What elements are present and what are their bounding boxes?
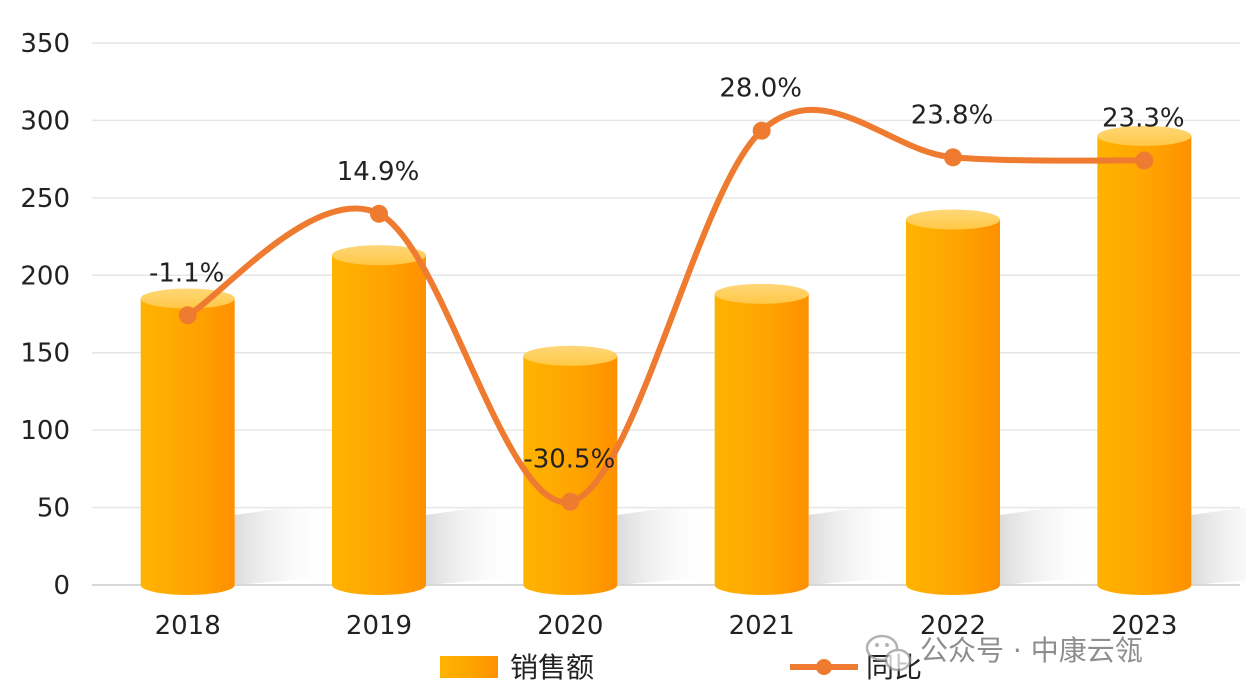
bar-cap — [332, 245, 426, 266]
y-axis: 0 50 100 150 200 250 300 350 — [20, 29, 70, 601]
bar-cap — [1097, 125, 1192, 146]
bar-shadow — [617, 503, 713, 585]
x-tick-label: 2018 — [155, 611, 221, 641]
bar — [140, 298, 235, 595]
yoy-marker — [370, 204, 388, 223]
data-label: 28.0% — [719, 74, 802, 104]
data-labels: -1.1% 14.9% -30.5% 28.0% 23.8% 23.3% — [149, 74, 1185, 475]
bar — [332, 255, 426, 595]
bar-shadow — [426, 503, 521, 585]
y-tick-label: 150 — [20, 339, 70, 369]
grid — [92, 42, 1240, 586]
legend: 销售额 同比 — [440, 651, 922, 684]
y-tick-label: 100 — [20, 416, 70, 446]
wechat-icon — [865, 634, 912, 672]
yoy-line-series — [178, 106, 1154, 511]
bars — [140, 125, 1192, 595]
bar-shadows — [234, 503, 1246, 585]
yoy-marker — [944, 148, 962, 167]
y-tick-label: 250 — [20, 184, 70, 214]
x-tick-label: 2021 — [729, 611, 795, 641]
y-tick-label: 200 — [20, 261, 70, 291]
bar-shadow — [234, 503, 330, 585]
yoy-marker — [752, 121, 771, 140]
data-label: 23.3% — [1102, 103, 1185, 133]
watermark-text: 公众号 · 中康云瓴 — [920, 634, 1143, 667]
x-tick-label: 2020 — [537, 611, 603, 641]
bar-shadow — [1191, 507, 1246, 585]
data-label: 14.9% — [337, 157, 420, 187]
y-tick-label: 300 — [20, 106, 70, 136]
bar-shadow — [1000, 503, 1095, 585]
bar-cap — [906, 209, 1000, 230]
bar-cap — [714, 283, 809, 304]
x-tick-label: 2023 — [1111, 611, 1177, 641]
yoy-marker — [1135, 151, 1154, 170]
watermark: 公众号 · 中康云瓴 — [865, 634, 1143, 672]
bar — [1097, 135, 1192, 595]
bar-shadow — [808, 503, 904, 585]
y-tick-label: 0 — [53, 571, 70, 601]
legend-swatch-marker — [816, 659, 832, 675]
yoy-marker — [178, 306, 197, 325]
bar — [714, 293, 809, 595]
x-axis: 2018 2019 2020 2021 2022 2023 — [155, 611, 1178, 641]
data-label: -1.1% — [149, 258, 224, 288]
bar — [523, 355, 618, 595]
x-tick-label: 2019 — [346, 611, 412, 641]
bar-cap — [523, 345, 618, 366]
y-tick-label: 50 — [37, 494, 70, 524]
bar — [906, 219, 1000, 595]
legend-swatch-bar — [440, 656, 498, 678]
y-tick-label: 350 — [20, 29, 70, 59]
yoy-marker — [561, 492, 580, 511]
data-label: -30.5% — [523, 445, 615, 475]
legend-label-sales: 销售额 — [510, 651, 594, 684]
x-tick-label: 2022 — [920, 611, 986, 641]
yoy-line — [184, 106, 1148, 505]
data-label: 23.8% — [911, 100, 994, 130]
